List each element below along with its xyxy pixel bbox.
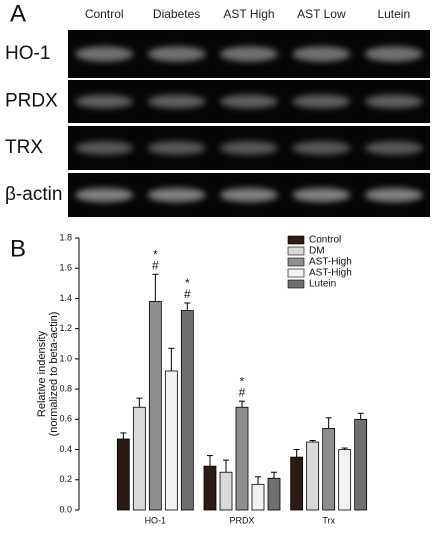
bar (306, 441, 320, 511)
gel-band (220, 140, 278, 156)
gel-band (292, 140, 351, 156)
bar (354, 418, 368, 511)
gel-band (220, 187, 278, 203)
y-tick-label: 0.2 (59, 474, 72, 484)
significance-mark: * (185, 276, 190, 290)
legend-label: AST-High (309, 268, 352, 279)
bar (322, 427, 336, 511)
legend-label: DM (309, 246, 325, 257)
legend-swatch (287, 235, 305, 245)
legend-label: Control (309, 235, 341, 246)
gel-band (147, 140, 206, 156)
significance-mark: # (239, 385, 246, 399)
x-tick-label: HO-1 (145, 515, 167, 525)
y-tick-label: 0.6 (59, 414, 72, 424)
gel-band (147, 94, 206, 109)
gel-band (292, 187, 351, 203)
gel-band (75, 46, 134, 62)
y-axis-label: (normalized to beta-actin) (48, 312, 60, 437)
bar (203, 465, 217, 511)
gel-band (75, 140, 134, 156)
legend-swatch (287, 279, 305, 289)
y-tick-label: 0.8 (59, 383, 72, 393)
y-axis-label: Relative indensity (36, 330, 48, 417)
gel-band (75, 94, 134, 109)
gel-band (292, 94, 351, 109)
lane-label: Control (85, 7, 124, 21)
y-tick-label: 1.8 (59, 232, 72, 242)
gel-band (75, 187, 134, 203)
y-tick-label: 0.0 (59, 504, 72, 514)
bar (116, 438, 130, 511)
gel-band (364, 94, 423, 109)
y-tick-label: 1.2 (59, 323, 72, 333)
legend-swatch (287, 257, 305, 267)
y-tick-label: 1.4 (59, 293, 72, 303)
legend-swatch (287, 246, 305, 256)
bar (132, 406, 146, 511)
bar (235, 406, 249, 511)
gel-panel: Control Diabetes AST High AST Low Lutein HO-1… (5, 7, 430, 217)
legend-label: Lutein (309, 279, 336, 290)
gel-band (364, 187, 423, 203)
bar-chart: 0.0 0.2 0.4 0.6 0.8 1.0 1.2 1.4 1.6 1.8 Relative i… (36, 232, 368, 525)
legend-label: AST-High (309, 257, 352, 268)
significance-mark: * (240, 374, 245, 388)
lane-label: AST Low (297, 7, 346, 21)
gel-band (364, 140, 423, 156)
gel-band (364, 46, 423, 62)
y-tick-label: 1.0 (59, 353, 72, 363)
row-label: HO-1 (5, 43, 50, 64)
gel-band (292, 46, 351, 62)
panel-label: A (10, 0, 26, 27)
gel-band (147, 46, 206, 62)
bar (164, 370, 178, 511)
gel-band (220, 46, 278, 62)
bar (251, 483, 265, 511)
x-tick-label: Trx (322, 515, 335, 525)
y-tick-label: 0.4 (59, 444, 72, 454)
bar (267, 477, 281, 511)
legend-swatch (287, 268, 305, 278)
bar (180, 310, 194, 511)
bar (290, 456, 304, 511)
row-label: TRX (5, 137, 43, 158)
bar (148, 301, 162, 511)
panel-label: B (10, 235, 26, 262)
lane-label: Lutein (377, 7, 410, 21)
row-label: PRDX (5, 91, 58, 112)
row-label: β-actin (5, 184, 62, 205)
gel-band (220, 94, 278, 109)
bar (219, 471, 233, 511)
gel-band (147, 187, 206, 203)
significance-mark: # (152, 258, 159, 272)
bar (338, 449, 352, 511)
significance-mark: # (184, 287, 191, 301)
significance-mark: * (153, 247, 158, 261)
x-tick-label: PRDX (229, 515, 254, 525)
lane-label: AST High (223, 7, 274, 21)
lane-label: Diabetes (153, 7, 200, 21)
y-tick-label: 1.6 (59, 263, 72, 273)
